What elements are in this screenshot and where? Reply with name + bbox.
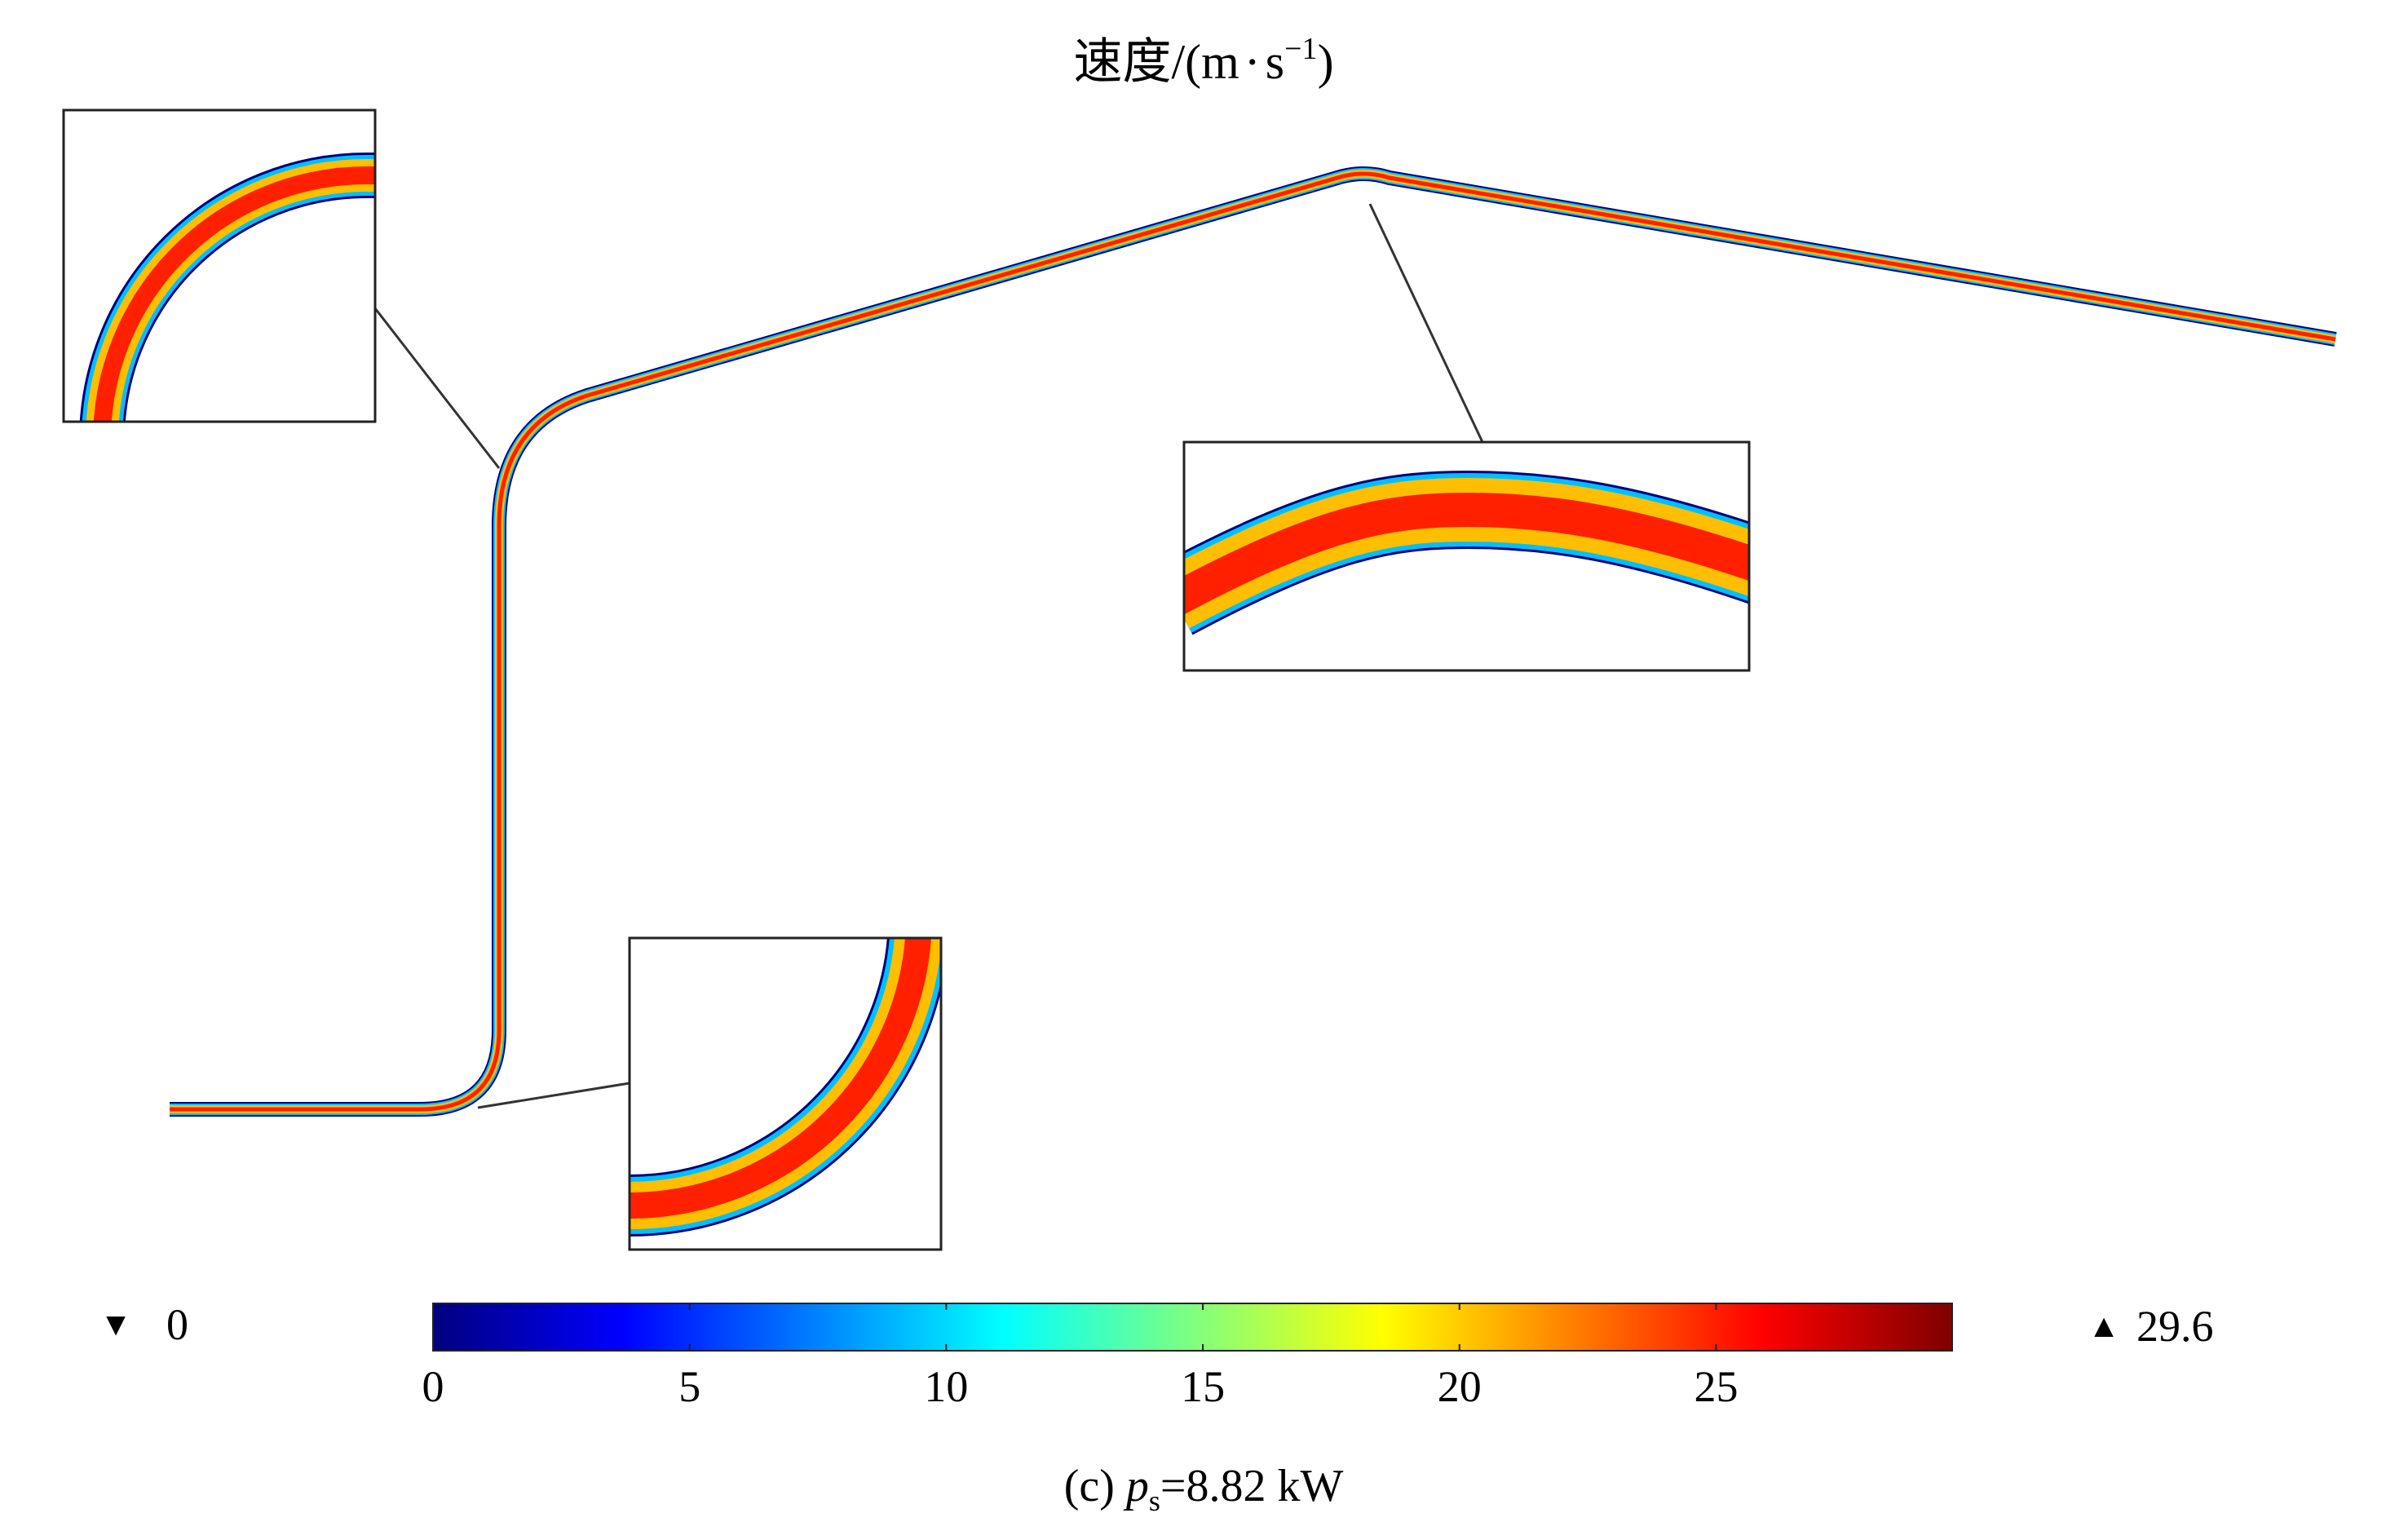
leader-line-peak [1368,203,1484,443]
pipe-core-layer [170,171,2336,1112]
inset-bottom-left-bend [628,936,943,1251]
colorbar-max-marker: ▲ [2088,1307,2120,1344]
colorbar-min-label: 0 [166,1300,188,1349]
colorbar-tick-label: 25 [1694,1362,1738,1411]
inset-top-left-bend [62,108,377,423]
caption: (c) ps=8.82 kW [1064,1461,1344,1517]
colorbar: 0 5 10 15 20 25 ▼ 0 ▲ 29.6 [99,1300,2213,1411]
pipe-core-layer [93,166,375,422]
plot-title: 速度/(m · s−1) [1073,32,1333,89]
colorbar-tick-label: 10 [924,1362,968,1411]
colorbar-ticks: 0 5 10 15 20 25 [422,1303,1738,1411]
colorbar-min-marker: ▼ [99,1306,132,1343]
colorbar-tick-label: 20 [1438,1362,1482,1411]
colorbar-bar [432,1303,1953,1352]
leader-line-bottom-left [477,1082,630,1109]
colorbar-tick-label: 5 [678,1362,700,1411]
pipe-core-layer [630,938,931,1219]
colorbar-tick-label: 15 [1181,1362,1225,1411]
pipe-core-layer [1184,493,1749,615]
pipe-main [170,166,2337,1117]
colorbar-max-label: 29.6 [2136,1302,2214,1351]
colorbar-tick-label: 0 [422,1362,444,1411]
inset-peak-bend [1182,440,1751,672]
leader-line-top-left [373,307,501,469]
